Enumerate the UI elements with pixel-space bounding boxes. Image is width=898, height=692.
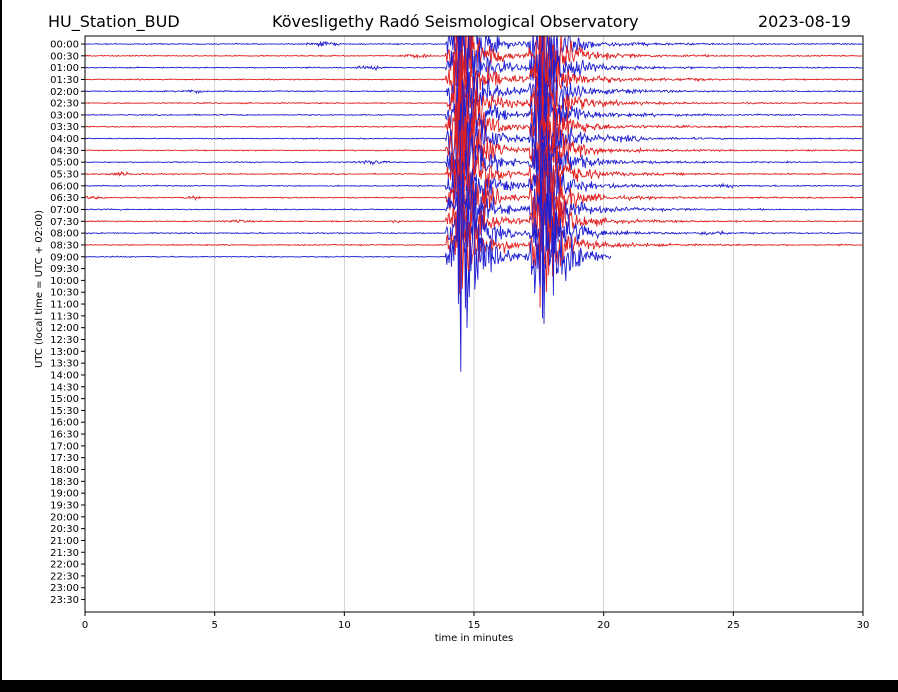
- x-tick-label: 5: [211, 620, 217, 631]
- y-tick-label: 03:30: [50, 122, 79, 133]
- x-tick-label: 30: [857, 620, 870, 631]
- y-tick-label: 19:00: [50, 489, 79, 500]
- y-tick-label: 06:00: [50, 181, 79, 192]
- y-tick-label: 00:00: [50, 40, 79, 51]
- y-tick-label: 10:30: [50, 288, 79, 299]
- trace-row-0000: [85, 36, 863, 99]
- y-tick-label: 09:30: [50, 264, 79, 275]
- y-tick-label: 10:00: [50, 276, 79, 287]
- x-tick-label: 20: [597, 620, 610, 631]
- trace-row-0630: [85, 126, 863, 268]
- y-tick-label: 18:00: [50, 465, 79, 476]
- y-tick-label: 09:00: [50, 252, 79, 263]
- y-tick-label: 20:00: [50, 512, 79, 523]
- trace-row-0830: [85, 170, 863, 318]
- y-tick-label: 04:30: [50, 146, 79, 157]
- y-tick-label: 05:00: [50, 158, 79, 169]
- y-tick-label: 07:00: [50, 205, 79, 216]
- trace-row-0430: [85, 76, 863, 199]
- trace-row-0030: [85, 36, 863, 111]
- y-tick-label: 21:00: [50, 536, 79, 547]
- y-tick-label: 06:30: [50, 193, 79, 204]
- x-axis-label: time in minutes: [435, 633, 514, 644]
- y-tick-label: 01:00: [50, 63, 79, 74]
- trace-row-0330: [85, 52, 863, 201]
- y-tick-label: 08:30: [50, 240, 79, 251]
- y-tick-label: 21:30: [50, 548, 79, 559]
- y-tick-label: 16:30: [50, 430, 79, 441]
- y-tick-label: 08:00: [50, 229, 79, 240]
- y-tick-label: 12:30: [50, 335, 79, 346]
- y-tick-label: 03:00: [50, 110, 79, 121]
- x-tick-label: 0: [82, 620, 88, 631]
- y-tick-label: 23:00: [50, 583, 79, 594]
- y-tick-label: 15:30: [50, 406, 79, 417]
- y-tick-label: 14:00: [50, 370, 79, 381]
- bottom-bar: [0, 680, 898, 692]
- y-tick-label: 02:00: [50, 87, 79, 98]
- y-tick-label: 13:30: [50, 359, 79, 370]
- x-tick-label: 10: [338, 620, 351, 631]
- trace-row-0530: [85, 120, 863, 214]
- x-tick-label: 15: [468, 620, 481, 631]
- y-tick-label: 11:30: [50, 311, 79, 322]
- y-tick-label: 23:30: [50, 595, 79, 606]
- y-tick-label: 20:30: [50, 524, 79, 535]
- y-tick-label: 11:00: [50, 300, 79, 311]
- y-tick-label: 14:30: [50, 382, 79, 393]
- y-tick-label: 17:30: [50, 453, 79, 464]
- y-tick-label: 12:00: [50, 323, 79, 334]
- trace-row-0900: [85, 161, 612, 372]
- observatory-title: Kövesligethy Radó Seismological Observat…: [272, 12, 639, 31]
- record-date: 2023-08-19: [758, 12, 851, 31]
- y-tick-label: 13:00: [50, 347, 79, 358]
- y-axis-label: UTC (local time = UTC + 02:00): [34, 210, 45, 368]
- y-tick-label: 05:30: [50, 170, 79, 181]
- y-tick-label: 17:00: [50, 441, 79, 452]
- y-tick-label: 00:30: [50, 51, 79, 62]
- y-tick-label: 15:00: [50, 394, 79, 405]
- y-tick-label: 18:30: [50, 477, 79, 488]
- y-tick-label: 02:30: [50, 99, 79, 110]
- y-tick-label: 16:00: [50, 418, 79, 429]
- y-tick-label: 04:00: [50, 134, 79, 145]
- y-tick-label: 19:30: [50, 500, 79, 511]
- y-tick-label: 22:30: [50, 571, 79, 582]
- station-name: HU_Station_BUD: [48, 12, 180, 31]
- trace-row-0200: [85, 36, 863, 210]
- y-tick-label: 22:00: [50, 560, 79, 571]
- y-tick-label: 07:30: [50, 217, 79, 228]
- y-tick-label: 01:30: [50, 75, 79, 86]
- x-tick-label: 25: [727, 620, 740, 631]
